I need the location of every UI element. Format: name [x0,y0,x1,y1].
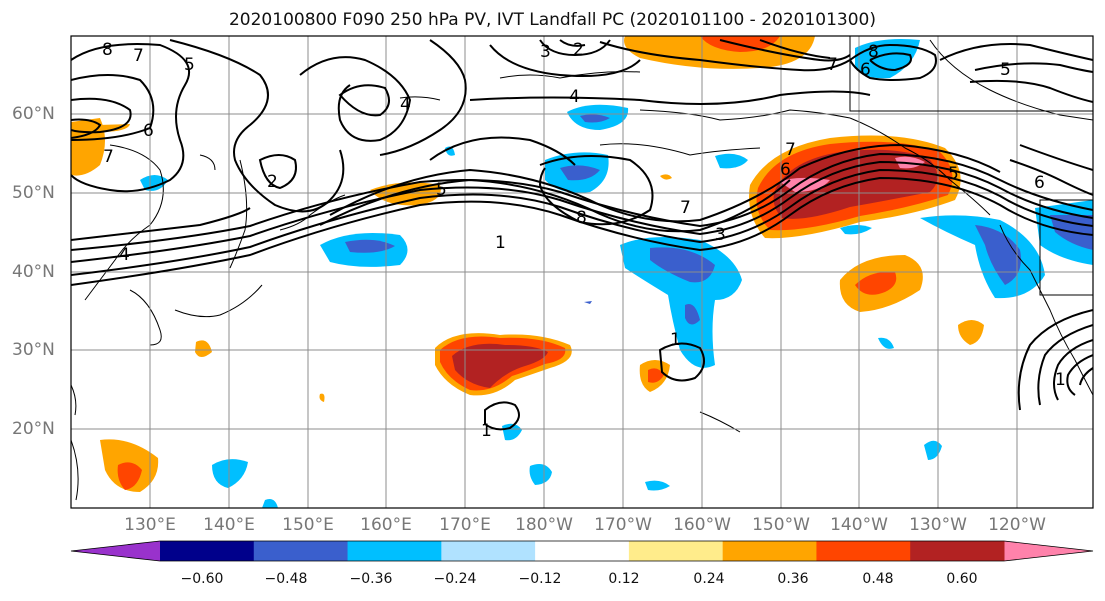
contour-label: 1 [1055,370,1066,390]
map-border [70,35,1094,509]
colorbar-swatch [722,541,817,561]
lon-label: 130°E [124,515,176,535]
subdomain-boxes [849,36,1093,296]
lon-label: 180°W [515,515,573,535]
contour-label: 6 [780,160,791,180]
contour-label: 6 [143,121,154,141]
colorbar-tick-label: 0.48 [862,571,894,587]
colorbar-tick-label: −0.48 [264,571,308,587]
contour-label: 4 [400,95,411,115]
contour-label: 7 [680,198,691,218]
lon-label: 160°W [673,515,731,535]
contour-label: 5 [184,55,195,75]
contour-label: 4 [119,245,130,265]
colorbar-tick-label: 0.24 [693,571,725,587]
contour-label: 5 [436,180,447,200]
map-plot-area: 8 7 5 6 7 4 3 2 4 5 8 7 6 5 7 6 5 1 8 7 … [71,36,1093,508]
lat-label: 30°N [12,340,55,360]
map-title: 2020100800 F090 250 hPa PV, IVT Landfall… [228,10,876,30]
lat-label: 60°N [12,104,55,124]
lat-label: 40°N [12,262,55,282]
colorbar-tick-label: −0.60 [180,571,224,587]
contour-label: 1 [670,330,681,350]
contour-label: 8 [868,42,879,62]
contour-label: 6 [860,60,871,80]
lon-label: 120°W [988,515,1046,535]
lon-label: 160°E [360,515,412,535]
contour-label: 4 [569,87,580,107]
lon-label: 170°E [439,515,491,535]
pv-contours [71,39,1093,431]
colorbar-swatch [441,541,536,561]
colorbar-swatch [816,541,911,561]
colorbar-swatch [628,541,724,561]
contour-label: 3 [540,42,551,62]
contour-label: 5 [1000,60,1011,80]
contour-label: 2 [573,40,584,60]
contour-label: 6 [1034,173,1045,193]
contour-label: 7 [133,46,144,66]
contour-label: 8 [102,40,113,60]
colorbar-tick-label: −0.12 [518,571,562,587]
lon-label: 140°E [203,515,255,535]
colorbar-swatch [347,541,442,561]
contour-label: 5 [948,164,959,184]
colorbar-swatch [160,541,255,561]
lat-label: 50°N [12,183,55,203]
colorbar-swatch [910,541,1005,561]
colorbar-tick-label: −0.36 [349,571,393,587]
lon-label: 140°W [830,515,888,535]
lat-label: 20°N [12,419,55,439]
contour-label: 3 [715,225,726,245]
colorbar-tick-label: 0.60 [946,571,978,587]
colorbar-tick-label: 0.12 [608,571,640,587]
graticule [71,36,1093,508]
colorbar [70,540,1094,562]
lon-label: 150°E [282,515,334,535]
colorbar-swatch [535,541,630,561]
colorbar-extend-high [1004,541,1093,561]
contour-label: 7 [827,55,838,75]
colorbar-extend-low [71,541,160,561]
lon-label: 130°W [909,515,967,535]
lon-label: 150°W [752,515,810,535]
contour-label: 8 [576,208,587,228]
contour-label: 7 [103,147,114,167]
pv-anomaly-fill [71,36,1093,508]
colorbar-tick-label: 0.36 [777,571,809,587]
contour-label: 1 [481,421,492,441]
contour-labels: 8 7 5 6 7 4 3 2 4 5 8 7 6 5 7 6 5 1 8 7 … [102,40,1066,441]
colorbar-swatch [253,541,349,561]
lon-label: 170°W [594,515,652,535]
contour-label: 1 [495,233,506,253]
contour-label: 7 [785,140,796,160]
contour-label: 2 [267,172,278,192]
colorbar-tick-label: −0.24 [433,571,477,587]
